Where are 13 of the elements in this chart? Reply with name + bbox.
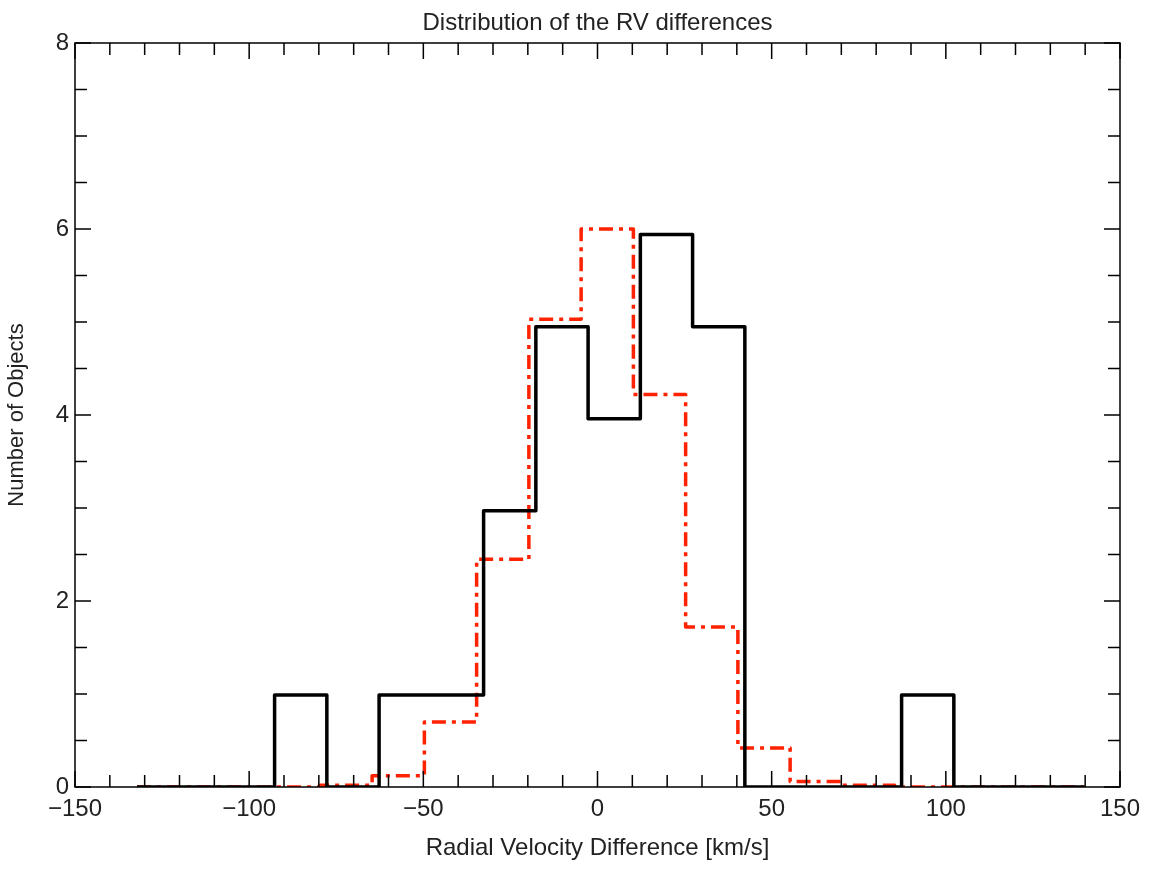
x-tick-label: −100: [222, 794, 277, 822]
y-tick-label: 2: [55, 585, 69, 613]
x-tick-label: 100: [925, 794, 966, 822]
x-axis-title: Radial Velocity Difference [km/s]: [425, 833, 770, 861]
y-tick-label: 4: [55, 399, 69, 427]
y-axis-title: Number of Objects: [3, 323, 29, 507]
x-tick-label: 50: [758, 794, 786, 822]
x-tick-label: 0: [590, 794, 605, 822]
chart-title: Distribution of the RV differences: [422, 7, 773, 35]
y-tick-label: 8: [55, 27, 69, 55]
y-tick-label: 6: [55, 213, 69, 241]
x-tick-label: −50: [402, 794, 444, 822]
x-tick-label: 150: [1099, 794, 1141, 822]
